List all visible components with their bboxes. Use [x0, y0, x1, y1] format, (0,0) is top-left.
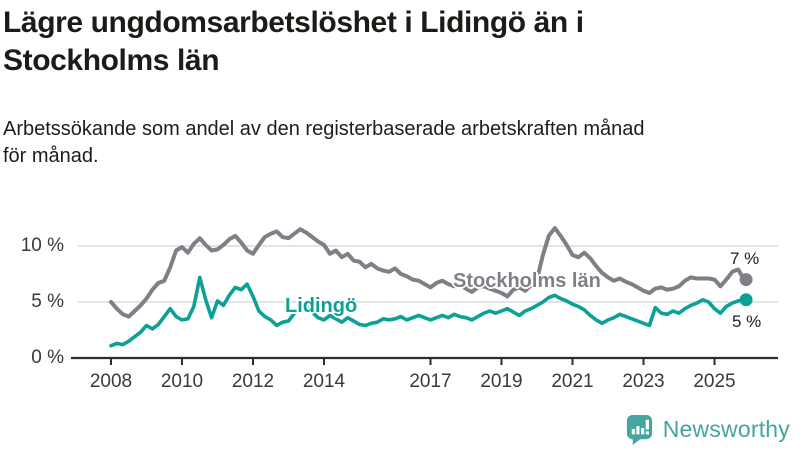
- y-axis-label: 10 %: [20, 235, 64, 256]
- page-title-line1: Lägre ungdomsarbetslöshet i Lidingö än i: [3, 6, 584, 39]
- end-value-label-lidingo: 5 %: [732, 312, 762, 331]
- line-stockholms-lan: [109, 226, 747, 319]
- brand-name: Newsworthy: [662, 415, 790, 442]
- y-axis-label: 5 %: [31, 291, 64, 312]
- end-value-label-stockholms-lan: 7 %: [730, 249, 760, 268]
- page-subtitle: Arbetssökande som andel av den registerb…: [3, 116, 793, 170]
- line-chart: [71, 226, 778, 365]
- end-dot-lidingo: [739, 293, 753, 307]
- newsworthy-logo-icon: [626, 414, 652, 445]
- x-axis-label: 2023: [622, 371, 665, 392]
- series-label-stockholms-lan: Stockholms län: [453, 270, 601, 292]
- series-label-lidingo: Lidingö: [285, 295, 358, 317]
- page-title: Lägre ungdomsarbetslöshet i Lidingö än i…: [3, 4, 783, 80]
- x-axis-label: 2021: [551, 371, 594, 392]
- x-axis-label: 2017: [409, 371, 452, 392]
- x-axis-label: 2012: [231, 371, 275, 392]
- page-title-line2: Stockholms län: [3, 44, 220, 77]
- x-axis-label: 2014: [302, 371, 346, 392]
- page-subtitle-line2: för månad.: [3, 145, 99, 167]
- end-dot-stockholms-lan: [739, 273, 753, 287]
- y-axis-label: 0 %: [31, 347, 64, 368]
- x-axis-label: 2010: [160, 371, 204, 392]
- x-axis-label: 2008: [89, 371, 133, 392]
- newsworthy-logo: Newsworthy: [624, 411, 790, 447]
- x-axis-label: 2025: [693, 371, 736, 392]
- x-axis-label: 2019: [480, 371, 523, 392]
- page-subtitle-line1: Arbetssökande som andel av den registerb…: [3, 118, 645, 140]
- line-lidingo: [109, 275, 746, 348]
